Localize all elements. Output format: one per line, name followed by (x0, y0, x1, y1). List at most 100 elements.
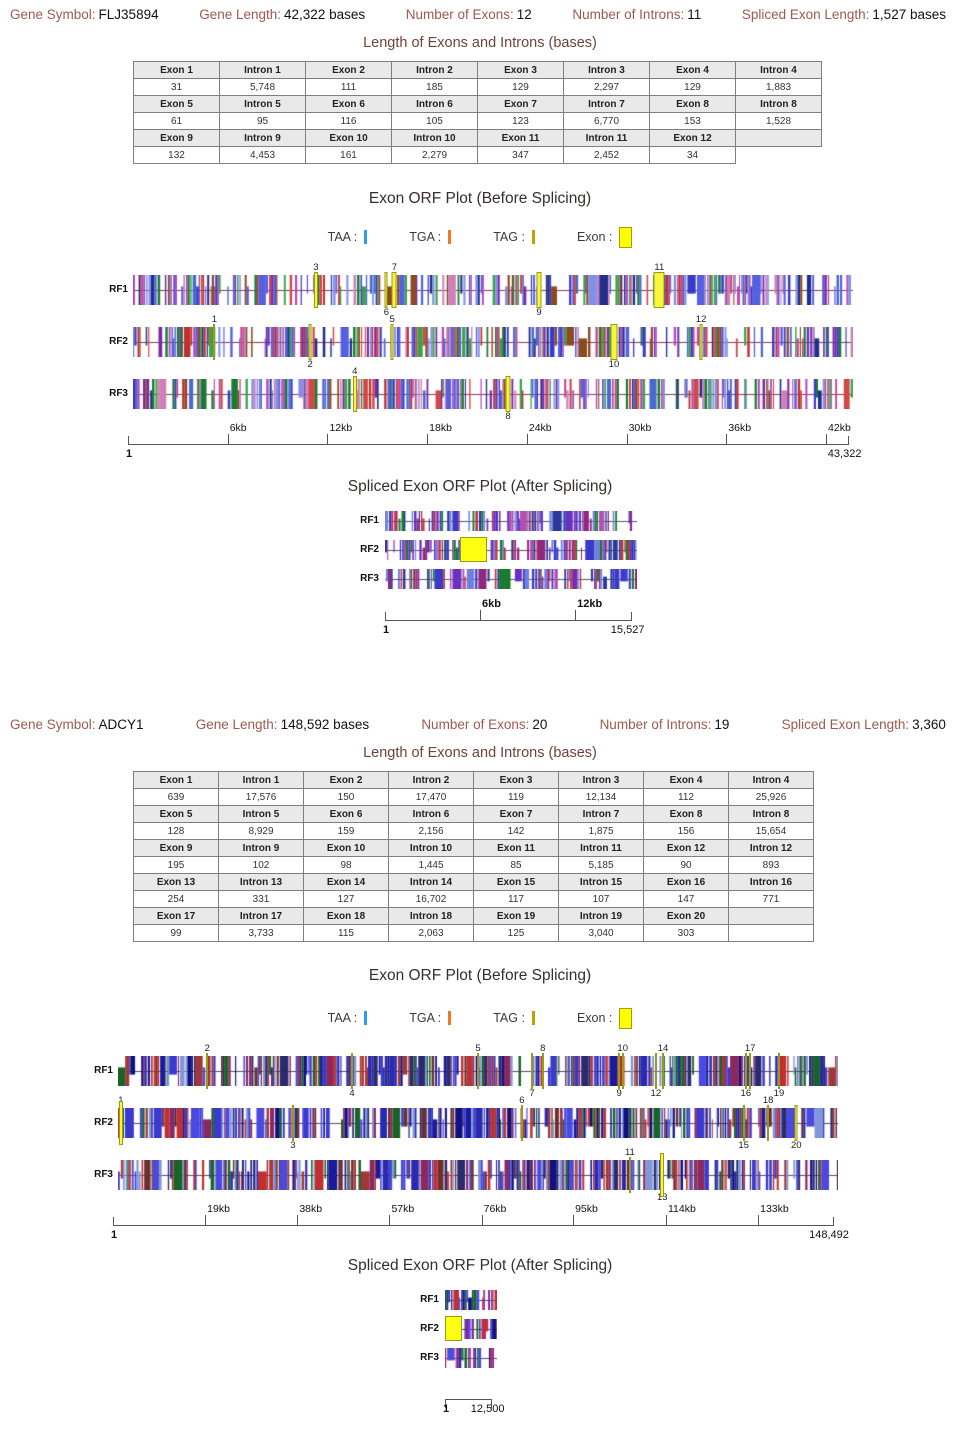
column-header-cell: Exon 11 (477, 129, 564, 147)
table-row: Exon 1 Intron 1 Exon 2 Intron 2 Exon 3 Intron… (133, 61, 822, 79)
table-row: 195 102 98 1,445 85 5,185 90 893 (133, 856, 814, 874)
summary-label: Number of Exons: (421, 717, 530, 732)
length-value-cell: 2,063 (388, 924, 474, 942)
exon-swatch-icon (619, 226, 633, 248)
summary-value: 20 (532, 717, 548, 732)
legend-item-taa-stop-codon: TAA : (328, 230, 368, 244)
reading-frame-label: RF1 (360, 515, 379, 526)
gene-section-flj35894: Gene Symbol: FLJ35894 Gene Length: 42,322 b… (0, 0, 960, 648)
spliced-track (445, 1316, 497, 1346)
exon-marker-rect (391, 272, 397, 308)
length-value-cell: 115 (303, 924, 389, 942)
exon-number: 7 (529, 1088, 535, 1099)
length-value-cell: 185 (391, 78, 478, 96)
axis-tick-label: 42kb (828, 422, 851, 434)
length-value-cell: 119 (473, 788, 559, 806)
axis-start-label: 1 (126, 448, 133, 460)
orf-track: 1 3 6 15 18 20 (118, 1096, 838, 1151)
reading-frame-label: RF2 (360, 544, 379, 555)
tga-stop-codon-icon (448, 1011, 452, 1025)
exon-number: 16 (740, 1088, 752, 1099)
exon-marker-rect (536, 272, 542, 308)
exon-number: 17 (744, 1043, 756, 1054)
legend-label: TGA : (409, 230, 442, 244)
column-header-cell: Exon 8 (643, 805, 729, 823)
exon-number: 2 (307, 359, 313, 370)
column-header-cell: Exon 9 (133, 129, 220, 147)
length-value-cell: 16,702 (388, 890, 474, 908)
orf-axis: 19kb 38kb 57kb 76kb 95kb 114kb 133kb 1 148,492 (111, 1203, 849, 1253)
legend-item-tag-stop-codon: TAG : (493, 230, 535, 244)
spliced-track (385, 509, 637, 538)
summary-field: Number of Introns: 11 (572, 7, 701, 22)
table-row: 639 17,576 150 17,470 119 12,134 112 25,926 (133, 788, 814, 806)
reading-frame-label: RF1 (109, 284, 128, 295)
column-header-cell: Exon 16 (643, 873, 729, 891)
exon-marker-rect (505, 376, 511, 412)
column-header-cell: Exon 14 (303, 873, 389, 891)
column-header-cell: Intron 11 (563, 129, 650, 147)
summary-label: Gene Length: (195, 717, 278, 732)
table-row: Exon 17 Intron 17 Exon 18 Intron 18 Exon 19 I… (133, 907, 814, 925)
axis-end-tick (491, 1399, 492, 1408)
exon-marker-rect (351, 1053, 353, 1089)
orf-plot-title: Exon ORF Plot (Before Splicing) (368, 967, 592, 984)
length-value-cell: 1,883 (735, 78, 822, 96)
axis-tick (205, 1215, 207, 1226)
column-header-cell: Intron 14 (388, 873, 474, 891)
axis-tick-label: 76kb (483, 1203, 507, 1215)
length-value-cell: 128 (133, 822, 219, 840)
reading-frame-label: RF2 (109, 336, 128, 347)
axis-tick (526, 434, 528, 445)
orf-barcode (118, 1108, 838, 1138)
column-header-cell: Intron 19 (558, 907, 644, 925)
exon-number: 12 (695, 314, 707, 325)
length-value-cell: 771 (728, 890, 814, 908)
length-value-cell: 4,453 (219, 146, 306, 164)
column-header-cell: Intron 3 (563, 61, 650, 79)
column-header-cell (735, 129, 822, 147)
axis-tick (573, 1215, 575, 1226)
length-value-cell: 132 (133, 146, 220, 164)
exon-number: 1 (118, 1096, 123, 1106)
exon-marker-rect (213, 324, 216, 360)
exon-marker-rect (308, 324, 312, 360)
length-value-cell: 107 (558, 890, 644, 908)
legend-label: TAA : (327, 230, 358, 244)
length-value-cell: 117 (473, 890, 559, 908)
exon-marker-rect (610, 324, 618, 360)
length-value-cell: 5,185 (558, 856, 644, 874)
table-title: Length of Exons and Introns (bases) (363, 35, 597, 51)
table-row: Exon 5 Intron 5 Exon 6 Intron 6 Exon 7 Intron… (133, 95, 822, 113)
spliced-track-row: RF2 (0, 1316, 960, 1346)
table-row: 31 5,748 111 185 129 2,297 129 1,883 (133, 78, 822, 96)
spliced-barcode (385, 540, 637, 560)
length-value-cell: 159 (303, 822, 389, 840)
column-header-cell: Exon 2 (303, 771, 389, 789)
exon-marker-rect (531, 1053, 533, 1089)
column-header-cell: Exon 2 (305, 61, 392, 79)
axis-tick (427, 434, 429, 445)
column-header-cell: Exon 10 (305, 129, 392, 147)
spliced-track-row: RF3 (0, 567, 960, 596)
axis-tick-label: 36kb (728, 422, 752, 434)
column-header-cell: Intron 6 (391, 95, 478, 113)
table-row: 99 3,733 115 2,063 125 3,040 303 (133, 924, 814, 942)
exon-number: 5 (389, 314, 395, 325)
orf-axis: 6kb 12kb 18kb 24kb 30kb 36kb 42kb 1 43,322 (126, 422, 861, 472)
exon-number: 19 (773, 1088, 785, 1099)
column-header-cell: Exon 4 (643, 771, 729, 789)
column-header-cell: Intron 12 (728, 839, 814, 857)
orf-plot-title: Exon ORF Plot (Before Splicing) (368, 190, 592, 207)
column-header-cell: Exon 9 (133, 839, 219, 857)
column-header-cell: Intron 2 (388, 771, 474, 789)
axis-tick-label: 12kb (577, 598, 603, 610)
exon-marker-rect (541, 1053, 544, 1089)
summary-label: Number of Exons: (405, 7, 514, 22)
axis-tick (481, 1215, 483, 1226)
legend-label: TAG : (493, 230, 525, 244)
column-header-cell: Intron 11 (558, 839, 644, 857)
legend-label: TGA : (409, 1011, 442, 1025)
